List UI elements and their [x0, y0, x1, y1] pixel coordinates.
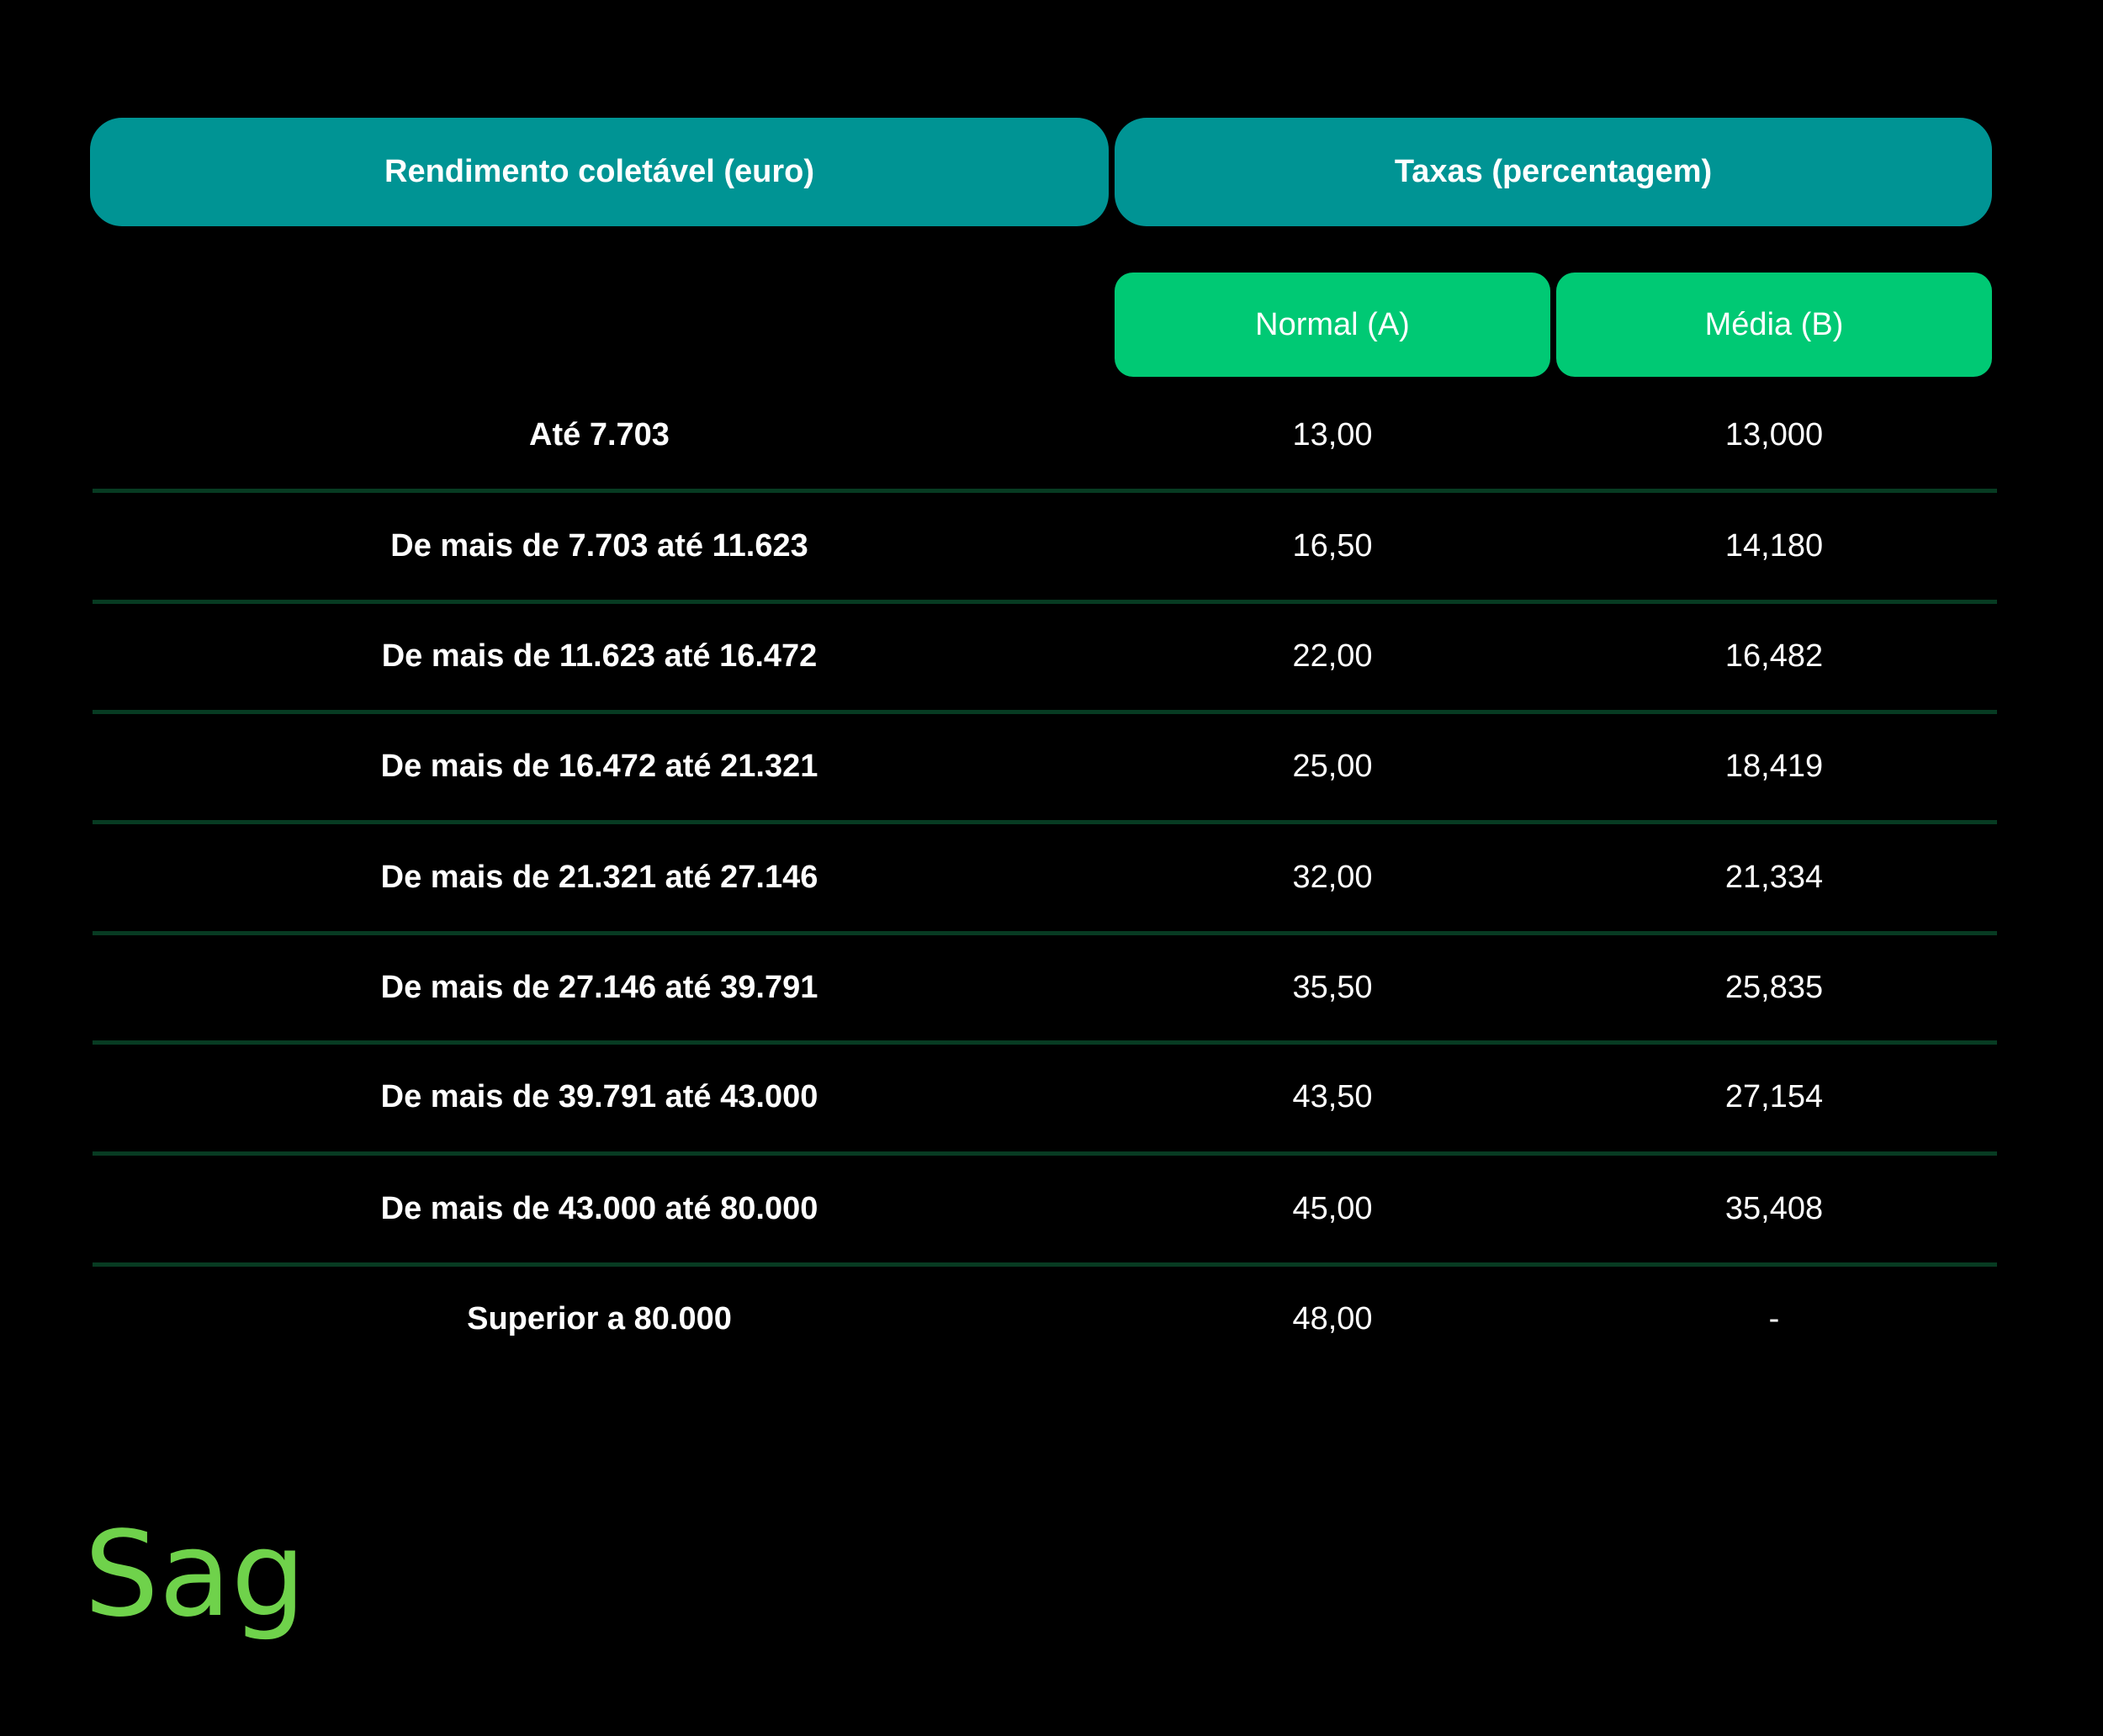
average-rate-cell: 21,334: [1724, 860, 1824, 895]
table-row: De mais de 11.623 até 16.472 22,00 16,482: [93, 601, 1997, 712]
table-row: De mais de 43.000 até 80.000 45,00 35,408: [93, 1154, 1997, 1264]
average-rate-cell: 35,408: [1724, 1191, 1824, 1226]
table-row: De mais de 27.146 até 39.791 35,50 25,835: [93, 933, 1997, 1043]
average-rate-cell: 14,180: [1724, 528, 1824, 564]
sage-logo-text: Sage: [84, 1514, 303, 1643]
row-divider: [93, 489, 1997, 493]
average-rate-cell: 25,835: [1724, 970, 1824, 1005]
normal-rate-cell: 22,00: [1292, 638, 1373, 674]
normal-rate-cell: 13,00: [1292, 417, 1373, 453]
average-rate-cell: 18,419: [1724, 749, 1824, 784]
average-rate-cell: 13,000: [1724, 417, 1824, 453]
average-rate-cell: -: [1768, 1301, 1780, 1336]
average-rate-cell: 16,482: [1724, 638, 1824, 674]
income-bracket-cell: De mais de 43.000 até 80.000: [380, 1191, 818, 1226]
sage-logo: Sage: [84, 1506, 379, 1661]
table-row: Até 7.703 13,00 13,000: [93, 380, 1997, 490]
normal-rate-cell: 35,50: [1292, 970, 1373, 1005]
normal-rate-cell: 32,00: [1292, 860, 1373, 895]
income-bracket-cell: De mais de 11.623 até 16.472: [381, 638, 818, 674]
normal-rate-cell: 45,00: [1292, 1191, 1373, 1226]
table-row: De mais de 7.703 até 11.623 16,50 14,180: [93, 491, 1997, 601]
income-bracket-cell: Superior a 80.000: [467, 1301, 732, 1336]
table-row: De mais de 16.472 até 21.321 25,00 18,419: [93, 712, 1997, 822]
income-column-header: Rendimento coletável (euro): [90, 118, 1109, 226]
normal-subheader: Normal (A): [1115, 273, 1550, 377]
row-divider: [93, 1040, 1997, 1045]
row-divider: [93, 600, 1997, 604]
income-bracket-cell: De mais de 21.321 até 27.146: [380, 860, 818, 895]
income-bracket-cell: De mais de 7.703 até 11.623: [390, 528, 808, 564]
income-bracket-cell: De mais de 16.472 até 21.321: [380, 749, 818, 784]
table-row: De mais de 21.321 até 27.146 32,00 21,334: [93, 823, 1997, 933]
row-divider: [93, 1262, 1997, 1267]
average-subheader-label: Média (B): [1704, 306, 1844, 342]
income-bracket-cell: Até 7.703: [529, 417, 670, 453]
normal-rate-cell: 48,00: [1292, 1301, 1373, 1336]
row-divider: [93, 820, 1997, 824]
table-row: De mais de 39.791 até 43.000 43,50 27,154: [93, 1042, 1997, 1152]
average-subheader: Média (B): [1556, 273, 1992, 377]
income-bracket-cell: De mais de 27.146 até 39.791: [380, 970, 818, 1005]
normal-rate-cell: 43,50: [1292, 1079, 1373, 1114]
normal-rate-cell: 16,50: [1292, 528, 1373, 564]
rates-header-label: Taxas (percentagem): [1394, 154, 1713, 189]
income-header-label: Rendimento coletável (euro): [384, 154, 814, 189]
row-divider: [93, 931, 1997, 935]
row-divider: [93, 1151, 1997, 1156]
normal-subheader-label: Normal (A): [1255, 306, 1410, 342]
rates-column-header: Taxas (percentagem): [1115, 118, 1992, 226]
income-bracket-cell: De mais de 39.791 até 43.000: [380, 1079, 818, 1114]
average-rate-cell: 27,154: [1724, 1079, 1824, 1114]
row-divider: [93, 710, 1997, 714]
table-row: Superior a 80.000 48,00 -: [93, 1264, 1997, 1374]
normal-rate-cell: 25,00: [1292, 749, 1373, 784]
